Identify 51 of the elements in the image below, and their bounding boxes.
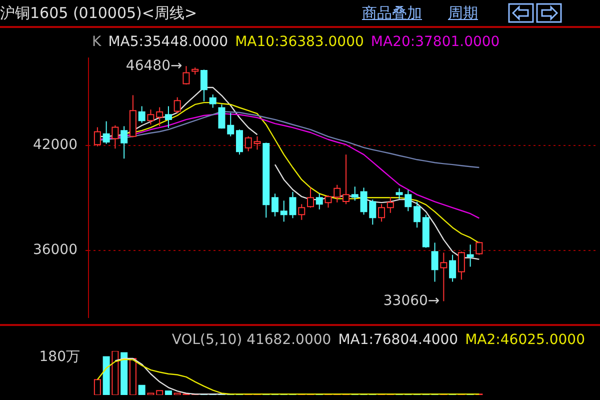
candlestick <box>386 196 394 214</box>
text: 周期 <box>448 4 478 22</box>
candlestick <box>138 106 146 124</box>
candlestick <box>476 241 483 256</box>
candlestick <box>200 69 208 102</box>
candlestick <box>414 201 421 228</box>
text: 商品叠加 <box>362 4 422 22</box>
candlestick <box>218 104 226 130</box>
candlestick <box>227 112 234 137</box>
bar <box>102 356 110 395</box>
text: MA10:36383.0000 <box>235 34 364 50</box>
candlestick <box>182 66 190 85</box>
y-tick-label: 36000 <box>32 242 78 258</box>
chart-title: 沪铜1605 (010005)<周线> <box>0 4 198 23</box>
bar <box>138 384 146 395</box>
text: MA1:76804.4000 <box>338 332 458 348</box>
candlestick <box>94 126 101 147</box>
text: 180万 <box>39 348 80 366</box>
text: MA20:37801.0000 <box>370 34 500 50</box>
candlestick <box>440 252 448 302</box>
candlestick <box>449 254 456 282</box>
candlestick <box>120 126 128 160</box>
chart-title: VOL(5,10) 41682.0000 <box>172 332 332 348</box>
candlestick <box>271 193 278 217</box>
candlestick <box>164 106 172 128</box>
candlestick <box>156 106 164 127</box>
candlestick <box>316 193 323 210</box>
candlestick <box>298 204 306 220</box>
candlestick <box>458 251 465 280</box>
candlestick <box>342 154 350 205</box>
candlestick <box>378 204 386 222</box>
candlestick <box>431 242 438 282</box>
candlestick <box>236 129 243 156</box>
bar <box>164 390 172 395</box>
candlestick <box>351 186 358 202</box>
bar <box>120 352 128 395</box>
candlestick <box>174 96 181 114</box>
candlestick <box>209 94 216 108</box>
candlestick <box>289 191 296 219</box>
candlestick <box>307 187 314 208</box>
y-tick-label: 42000 <box>32 137 78 154</box>
text: MA2:46025.0000 <box>465 332 585 348</box>
legend-title: K <box>92 34 102 50</box>
annotation: 46480→ <box>126 58 182 74</box>
candlestick <box>112 124 119 150</box>
candlestick <box>147 109 154 126</box>
annotation: 33060→ <box>383 293 440 310</box>
candlestick <box>102 120 110 144</box>
candlestick <box>466 244 474 268</box>
candlestick <box>280 200 288 222</box>
text: MA5:35448.0000 <box>108 34 228 50</box>
